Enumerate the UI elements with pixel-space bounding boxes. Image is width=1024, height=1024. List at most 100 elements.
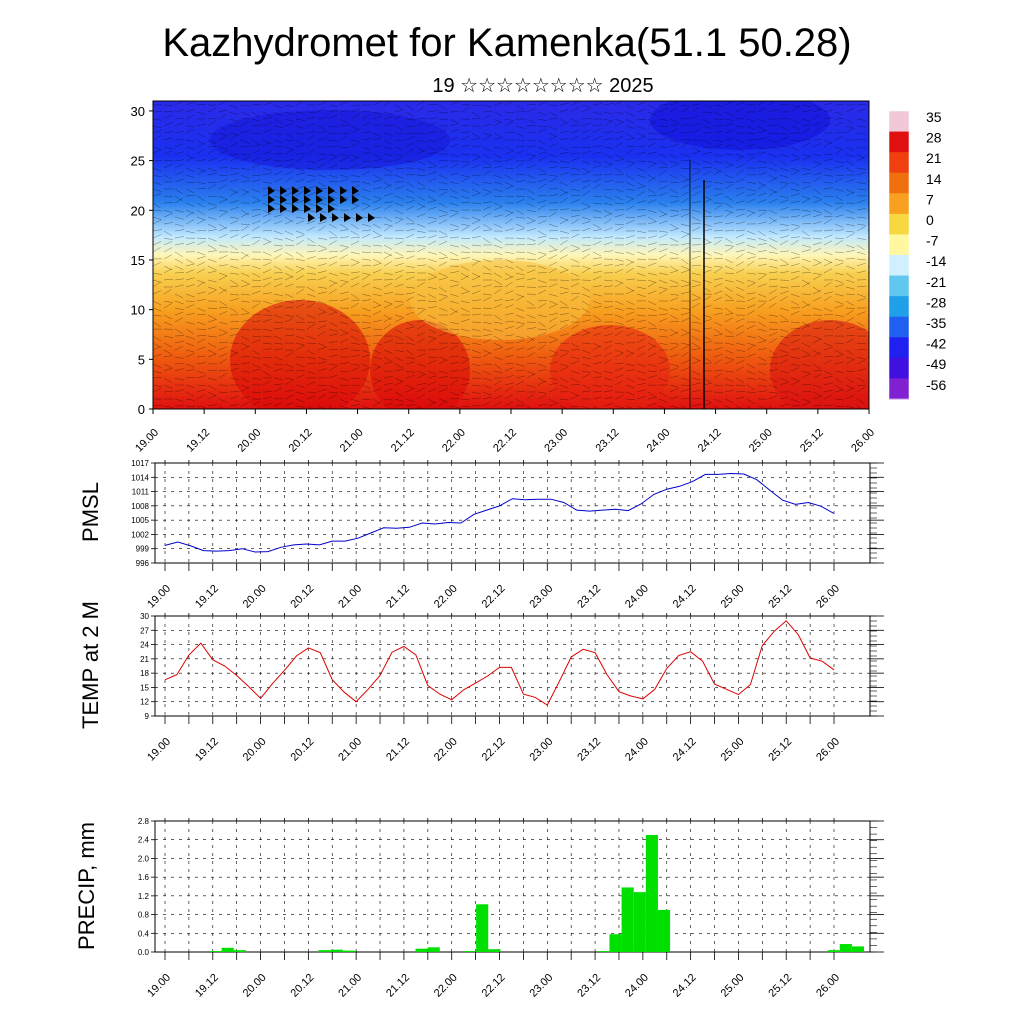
wind-barbs-row bbox=[153, 393, 869, 405]
colorbar-swatch bbox=[889, 296, 909, 318]
precip-bar bbox=[827, 950, 840, 953]
y-tick-label: 1008 bbox=[131, 502, 149, 511]
colorbar-label: -56 bbox=[926, 377, 946, 393]
colorbar-label: 14 bbox=[926, 171, 942, 187]
precip-bar bbox=[427, 947, 440, 953]
wind-barbs-row bbox=[153, 155, 869, 167]
x-tick-label: 24.12 bbox=[696, 427, 724, 455]
wind-barbs-row bbox=[153, 204, 869, 216]
precip-bar bbox=[621, 887, 634, 953]
colorbar-label: 28 bbox=[926, 130, 942, 146]
x-tick-label: 25.12 bbox=[766, 583, 794, 611]
wind-barbs-row bbox=[153, 101, 869, 111]
x-tick-label: 22.12 bbox=[480, 972, 508, 1000]
x-tick-label: 21.00 bbox=[338, 427, 366, 455]
wind-flag bbox=[280, 195, 287, 204]
wind-barbs-row bbox=[153, 113, 869, 125]
y-tick-label: 996 bbox=[136, 559, 150, 568]
wind-barbs-row bbox=[153, 267, 869, 279]
wind-barbs-row bbox=[153, 358, 869, 370]
colorbar-label: -14 bbox=[926, 253, 946, 269]
x-tick-label: 20.12 bbox=[289, 583, 317, 611]
wind-barbs-row bbox=[153, 373, 869, 384]
wind-barbs-row bbox=[153, 400, 869, 409]
colorbar-swatch bbox=[889, 131, 909, 153]
wind-flag bbox=[332, 213, 339, 222]
x-tick-label: 23.12 bbox=[575, 583, 603, 611]
wind-flag bbox=[304, 186, 311, 195]
series-line bbox=[164, 472, 835, 553]
precip-bar bbox=[318, 950, 331, 953]
wind-barbs-row bbox=[153, 197, 869, 209]
x-tick-label: 24.00 bbox=[623, 972, 651, 1000]
y-tick-label: 20 bbox=[131, 203, 145, 218]
wind-barbs-row bbox=[153, 239, 869, 251]
heatmap-blob bbox=[370, 320, 470, 409]
wind-barbs-row bbox=[153, 274, 869, 285]
colorbar-label: 35 bbox=[926, 109, 942, 125]
precip-bar bbox=[209, 951, 222, 952]
x-tick-label: 24.00 bbox=[623, 583, 651, 611]
y-tick-label: 12 bbox=[140, 698, 149, 707]
wind-barbs-row bbox=[153, 330, 869, 342]
y-tick-label: 999 bbox=[136, 545, 150, 554]
x-tick-label: 23.12 bbox=[575, 736, 603, 764]
x-tick-label: 22.00 bbox=[432, 736, 460, 764]
y-tick-label: 2.8 bbox=[138, 817, 150, 826]
wind-barbs-row bbox=[153, 183, 869, 195]
wind-barbs-row bbox=[153, 260, 869, 272]
colorbar-frame bbox=[888, 110, 910, 400]
x-tick-label: 26.00 bbox=[814, 736, 842, 764]
wind-flag bbox=[320, 213, 327, 222]
x-tick-label: 23.00 bbox=[527, 972, 555, 1000]
precip-bar bbox=[657, 909, 671, 952]
x-tick-label: 22.12 bbox=[491, 427, 519, 455]
y-tick-label: 1002 bbox=[131, 530, 149, 539]
x-tick-label: 26.00 bbox=[814, 972, 842, 1000]
wind-flag bbox=[304, 195, 311, 204]
precip-bar bbox=[476, 904, 489, 952]
precip-bar bbox=[645, 835, 658, 953]
y-tick-label: 15 bbox=[140, 683, 149, 692]
y-tick-label: 1.6 bbox=[138, 873, 150, 882]
wind-flag bbox=[356, 213, 363, 222]
precip-bar bbox=[415, 948, 428, 953]
wind-flag bbox=[328, 195, 335, 204]
heatmap-blob bbox=[550, 325, 670, 409]
wind-barbs-row bbox=[153, 323, 869, 335]
x-tick-label: 19.00 bbox=[145, 736, 173, 764]
wind-barbs-row bbox=[153, 233, 869, 244]
x-tick-label: 20.00 bbox=[241, 583, 269, 611]
y-tick-label: 27 bbox=[140, 626, 149, 635]
wind-flag bbox=[292, 204, 299, 213]
colorbar-swatch bbox=[889, 378, 909, 400]
wind-barbs-row bbox=[153, 309, 869, 321]
wind-flag bbox=[344, 213, 351, 222]
x-tick-label: 24.12 bbox=[671, 736, 699, 764]
x-tick-label: 21.12 bbox=[384, 736, 412, 764]
y-tick-label: 25 bbox=[131, 154, 145, 169]
wind-flag bbox=[308, 213, 315, 222]
x-tick-label: 24.00 bbox=[623, 736, 651, 764]
x-tick-label: 19.00 bbox=[145, 583, 173, 611]
wind-barbs-row bbox=[153, 366, 869, 376]
colorbar-swatch bbox=[889, 111, 909, 133]
precip-bar bbox=[633, 892, 646, 953]
x-tick-label: 20.00 bbox=[235, 427, 263, 455]
precip-panel: 19.00 19.12 20.00 20.12 21.00 21.12 22.00 22.12… bbox=[74, 817, 884, 1000]
wind-flag bbox=[268, 204, 275, 213]
colorbar-label: -28 bbox=[926, 294, 946, 310]
colorbar-swatch bbox=[889, 152, 909, 174]
x-tick-label: 21.00 bbox=[336, 972, 364, 1000]
wind-barbs-row bbox=[153, 176, 869, 188]
colorbar-swatch bbox=[889, 357, 909, 379]
y-tick-label: 18 bbox=[140, 669, 149, 678]
y-tick-label: 0.0 bbox=[138, 948, 150, 957]
y-tick-label: 5 bbox=[138, 352, 145, 367]
y-tick-label: 2.0 bbox=[138, 854, 150, 863]
x-tick-label: 25.12 bbox=[766, 736, 794, 764]
y-tick-label: 1014 bbox=[131, 473, 149, 482]
colorbar-label: 0 bbox=[926, 212, 934, 228]
precip-bar bbox=[464, 951, 477, 952]
